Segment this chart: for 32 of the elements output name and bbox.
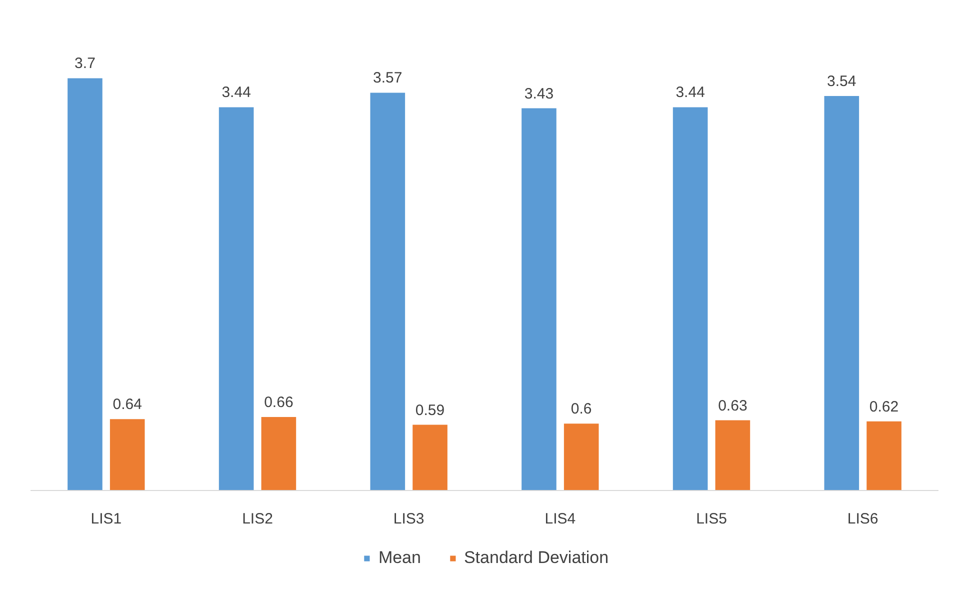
data-label: 3.57	[373, 70, 402, 87]
data-label: 0.62	[869, 398, 899, 416]
data-label: 0.66	[264, 394, 294, 411]
x-tick-label: LIS1	[90, 510, 122, 528]
bar	[218, 107, 254, 490]
data-label: 3.7	[74, 55, 96, 72]
data-label: 0.59	[415, 402, 445, 419]
legend-label: Mean	[378, 548, 421, 568]
data-label: 3.43	[524, 85, 554, 102]
bar	[672, 107, 708, 490]
bar	[715, 420, 750, 490]
data-label: 0.63	[718, 397, 748, 414]
data-label: 0.64	[112, 396, 142, 414]
data-label: 3.44	[222, 84, 251, 102]
bar	[261, 416, 296, 490]
bar	[522, 108, 556, 490]
bar	[824, 96, 860, 490]
bar	[370, 92, 406, 490]
x-tick-label: LIS6	[847, 510, 878, 528]
legend-label: Standard Deviation	[464, 548, 609, 568]
bar	[564, 424, 599, 490]
bar	[866, 421, 902, 490]
data-label: 3.44	[676, 84, 705, 102]
data-label: 0.6	[570, 400, 592, 418]
x-tick-label: LIS3	[393, 510, 424, 528]
bar	[412, 424, 448, 490]
bar	[110, 419, 145, 490]
bar	[68, 78, 102, 490]
x-tick-label: LIS5	[696, 510, 727, 528]
data-label: 3.54	[827, 73, 856, 90]
x-tick-label: LIS4	[544, 510, 576, 528]
x-tick-label: LIS2	[242, 510, 273, 528]
